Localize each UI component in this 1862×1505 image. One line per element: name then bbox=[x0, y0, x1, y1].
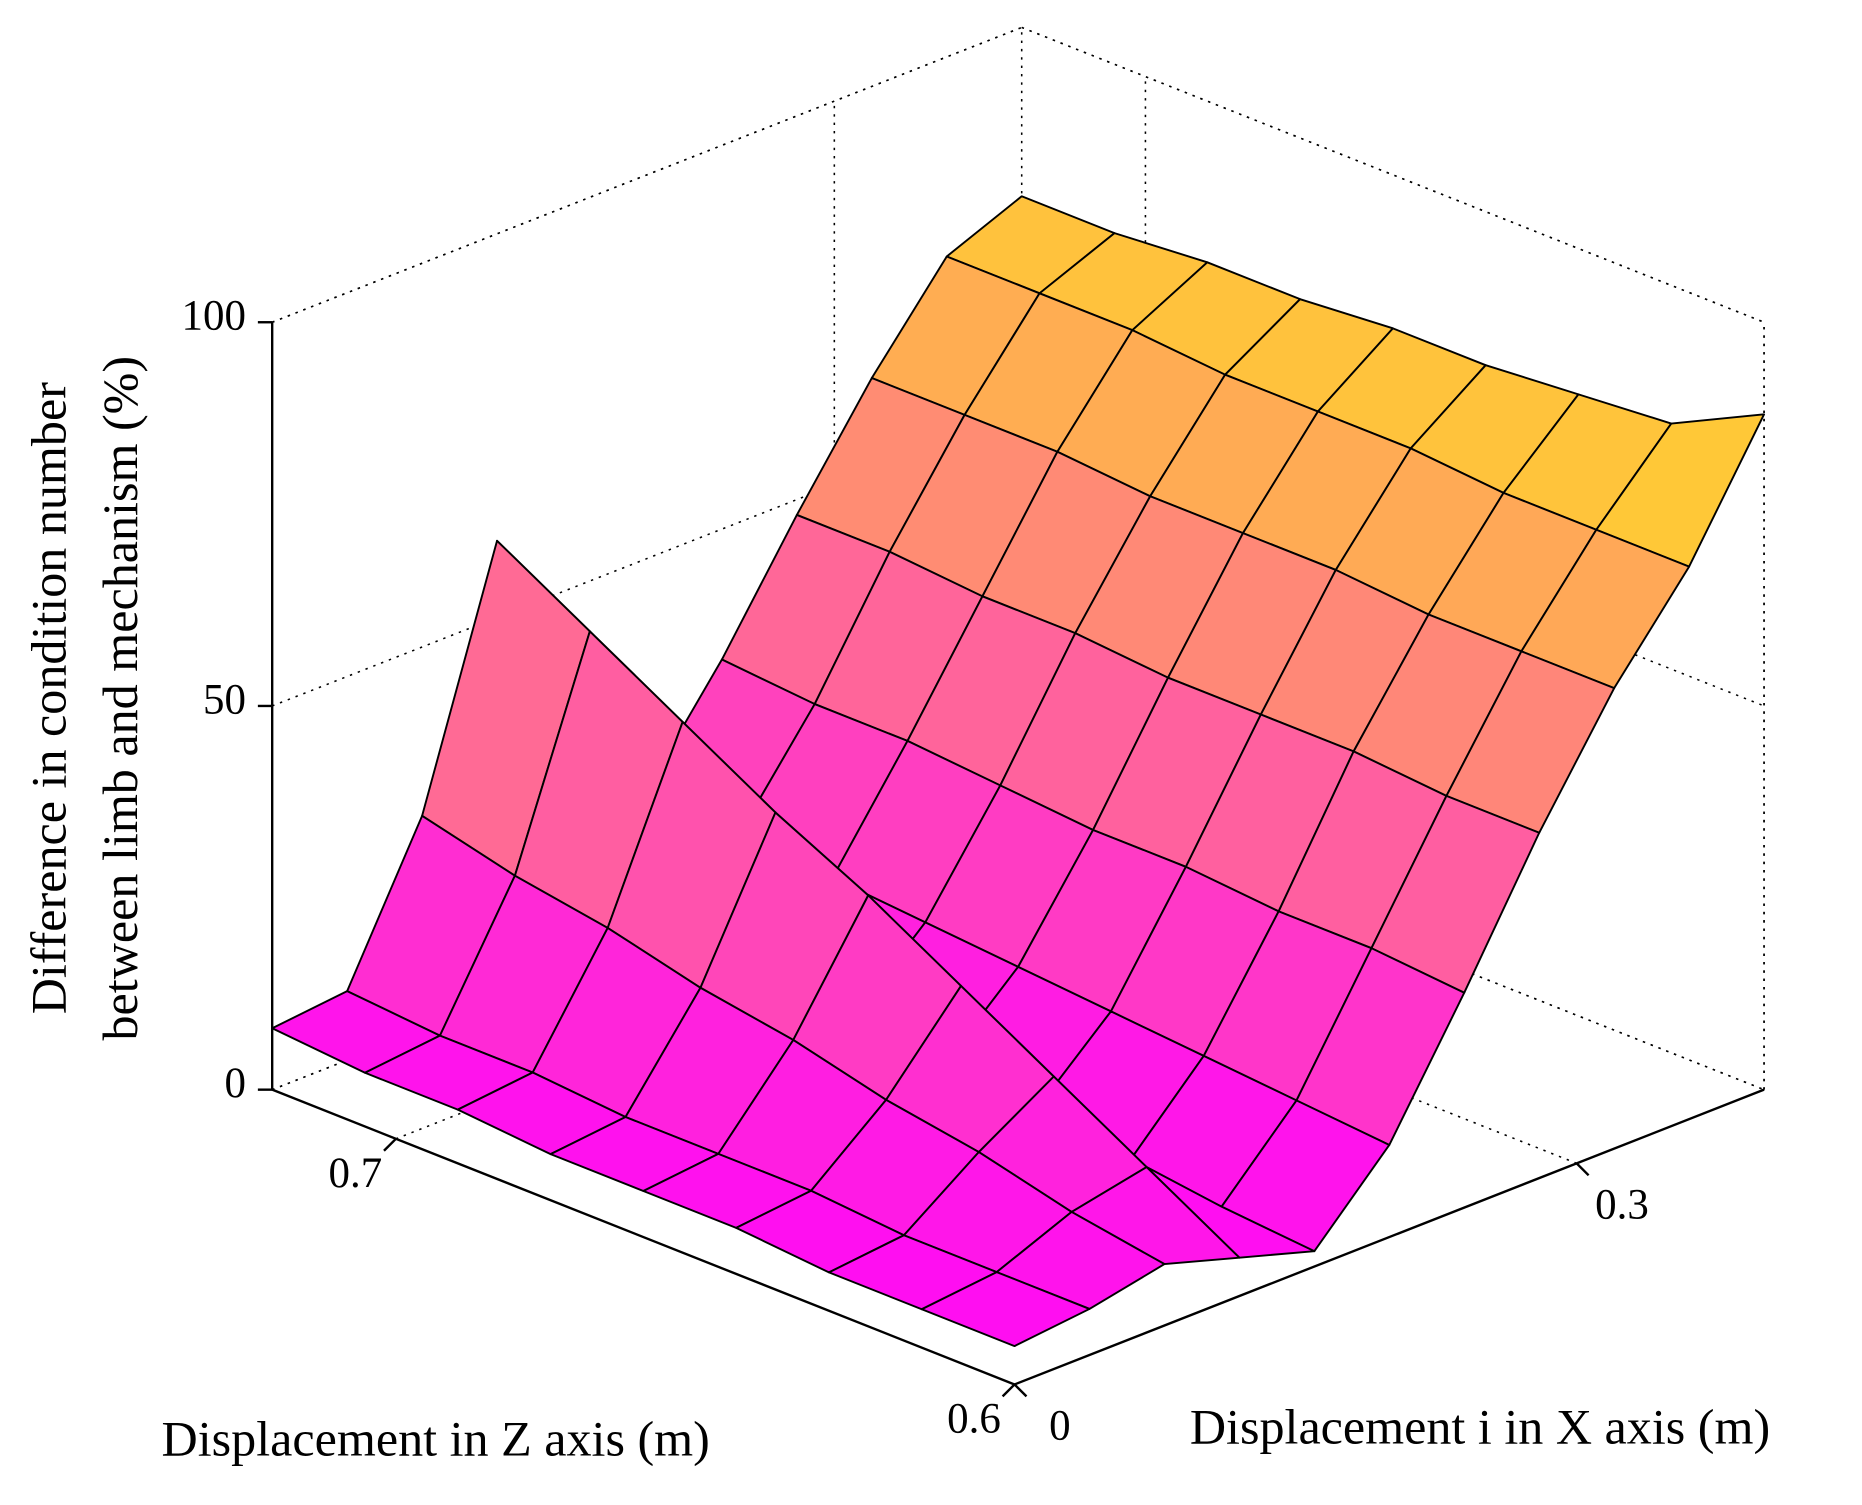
y-tick bbox=[383, 1137, 397, 1152]
grid-line bbox=[271, 26, 1022, 323]
grid-line bbox=[271, 410, 1022, 707]
surface-patch bbox=[920, 1271, 1091, 1348]
y-tick-label: 0.7 bbox=[328, 1150, 382, 1197]
x-axis-label: Displacement i in X axis (m) bbox=[1190, 1399, 1770, 1455]
x-axis bbox=[1014, 1088, 1765, 1386]
z-tick-label: 100 bbox=[181, 293, 245, 340]
y-axis-label: Displacement in Z axis (m) bbox=[162, 1411, 710, 1467]
x-tick-label: 0 bbox=[1049, 1403, 1070, 1450]
y-tick bbox=[1001, 1383, 1016, 1398]
z-tick-label: 50 bbox=[203, 676, 246, 723]
z-axis-label: between limb and mechanism (%) bbox=[92, 356, 148, 1041]
axes: 0 50 100 0 0.3 0.6 0.7 bbox=[181, 293, 1765, 1450]
y-tick-label: 0.6 bbox=[947, 1396, 1001, 1443]
z-tick-label: 0 bbox=[224, 1060, 245, 1107]
x-tick bbox=[1575, 1162, 1590, 1177]
surface bbox=[271, 195, 1766, 1348]
x-tick-label: 0.3 bbox=[1595, 1182, 1649, 1229]
x-tick bbox=[1013, 1383, 1028, 1398]
z-axis-label: Difference in condition number bbox=[20, 382, 76, 1015]
